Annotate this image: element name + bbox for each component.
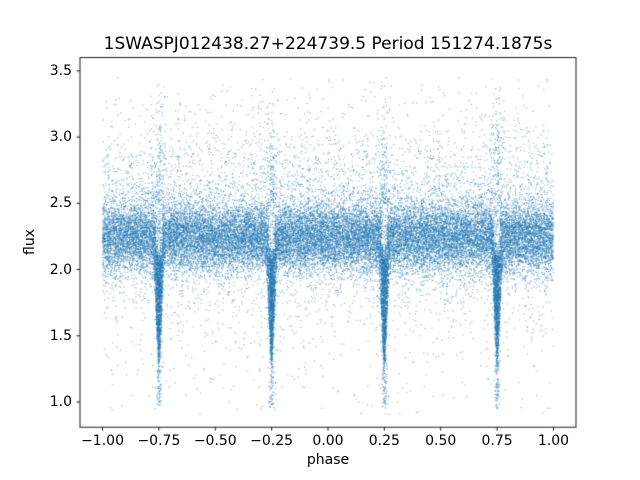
y-tick-label: 1.0 xyxy=(49,394,72,411)
plot-title: 1SWASPJ012438.27+224739.5 Period 151274.… xyxy=(103,34,553,54)
x-axis-label: phase xyxy=(306,452,350,468)
x-tick-label: 0.00 xyxy=(312,433,344,449)
y-tick-label: 2.0 xyxy=(49,261,72,278)
y-tick-label: 1.5 xyxy=(49,327,72,344)
x-tick-label: 0.75 xyxy=(481,433,513,449)
x-tick-label: 0.25 xyxy=(368,433,400,449)
y-tick-label: 2.5 xyxy=(49,195,72,212)
x-tick-label: 0.50 xyxy=(425,433,457,449)
x-tick-label: −0.75 xyxy=(137,433,181,449)
x-tick-label: −0.25 xyxy=(250,433,294,449)
y-tick-label: 3.5 xyxy=(49,62,72,79)
x-tick-label: −0.50 xyxy=(193,433,237,449)
x-tick-label: 1.00 xyxy=(537,433,570,449)
y-tick-label: 3.0 xyxy=(49,129,72,146)
x-tick-label: −1.00 xyxy=(81,433,124,449)
